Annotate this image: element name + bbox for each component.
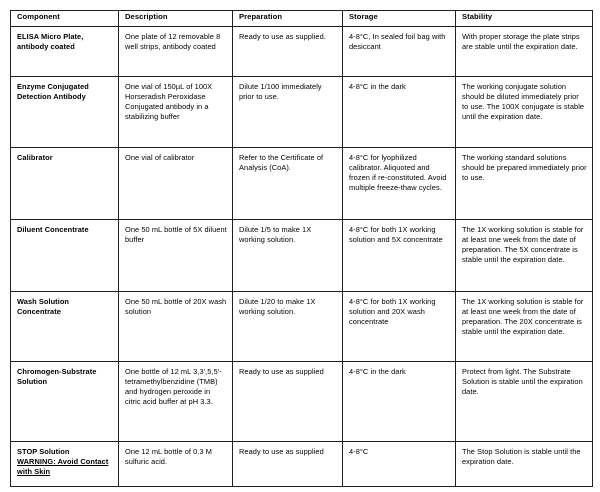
component-name: Wash Solution Concentrate	[17, 297, 70, 316]
cell-component: ELISA Micro Plate, antibody coated	[10, 26, 119, 77]
table-row: Enzyme Conjugated Detection Antibody One…	[10, 76, 593, 148]
component-name: STOP Solution	[17, 447, 70, 456]
cell-storage: 4-8°C in the dark	[342, 76, 456, 148]
cell-component: Diluent Concentrate	[10, 219, 119, 292]
cell-stability: The working conjugate solution should be…	[455, 76, 593, 148]
cell-description: One plate of 12 removable 8 well strips,…	[118, 26, 233, 77]
cell-component: Chromogen-Substrate Solution	[10, 361, 119, 442]
cell-stability: The 1X working solution is stable for at…	[455, 291, 593, 362]
cell-storage: 4-8°C, In sealed foil bag with desiccant	[342, 26, 456, 77]
column-header-preparation: Preparation	[232, 10, 343, 27]
cell-description: One bottle of 12 mL 3,3',5,5'-tetramethy…	[118, 361, 233, 442]
column-header-storage: Storage	[342, 10, 456, 27]
cell-stability: Protect from light. The Substrate Soluti…	[455, 361, 593, 442]
cell-storage: 4-8°C for both 1X working solution and 2…	[342, 291, 456, 362]
cell-stability: The working standard solutions should be…	[455, 147, 593, 220]
table-row: Wash Solution Concentrate One 50 mL bott…	[10, 291, 593, 362]
table-header: Component Description Preparation Storag…	[10, 10, 593, 27]
cell-storage: 4-8°C for lyophilized calibrator. Aliquo…	[342, 147, 456, 220]
cell-component: Wash Solution Concentrate	[10, 291, 119, 362]
column-header-stability: Stability	[455, 10, 593, 27]
table-row: STOP Solution WARNING: Avoid Contact wit…	[10, 441, 593, 487]
cell-preparation: Dilute 1/20 to make 1X working solution.	[232, 291, 343, 362]
cell-storage: 4-8°C in the dark	[342, 361, 456, 442]
component-name: Enzyme Conjugated Detection Antibody	[17, 82, 89, 101]
table-row: Calibrator One vial of calibrator Refer …	[10, 147, 593, 220]
cell-preparation: Dilute 1/100 immediately prior to use.	[232, 76, 343, 148]
column-header-description: Description	[118, 10, 233, 27]
cell-preparation: Ready to use as supplied.	[232, 26, 343, 77]
cell-description: One 50 mL bottle of 20X wash solution	[118, 291, 233, 362]
component-warning: WARNING: Avoid Contact with Skin	[17, 456, 109, 476]
table-body: ELISA Micro Plate, antibody coated One p…	[10, 26, 593, 487]
cell-storage: 4-8°C	[342, 441, 456, 487]
cell-component: Enzyme Conjugated Detection Antibody	[10, 76, 119, 148]
cell-preparation: Dilute 1/5 to make 1X working solution.	[232, 219, 343, 292]
cell-preparation: Ready to use as supplied	[232, 361, 343, 442]
component-name: ELISA Micro Plate, antibody coated	[17, 32, 84, 51]
cell-storage: 4-8°C for both 1X working solution and 5…	[342, 219, 456, 292]
kit-components-table-wrapper: Component Description Preparation Storag…	[10, 10, 593, 487]
cell-component: STOP Solution WARNING: Avoid Contact wit…	[10, 441, 119, 487]
column-header-component: Component	[10, 10, 119, 27]
cell-description: One 50 mL bottle of 5X diluent buffer	[118, 219, 233, 292]
cell-stability: The Stop Solution is stable until the ex…	[455, 441, 593, 487]
cell-description: One vial of calibrator	[118, 147, 233, 220]
component-name: Diluent Concentrate	[17, 225, 89, 234]
table-row: Chromogen-Substrate Solution One bottle …	[10, 361, 593, 442]
cell-preparation: Ready to use as supplied	[232, 441, 343, 487]
component-name: Chromogen-Substrate Solution	[17, 367, 97, 386]
cell-description: One vial of 150µL of 100X Horseradish Pe…	[118, 76, 233, 148]
table-row: Diluent Concentrate One 50 mL bottle of …	[10, 219, 593, 292]
cell-preparation: Refer to the Certificate of Analysis (Co…	[232, 147, 343, 220]
kit-components-table: Component Description Preparation Storag…	[10, 10, 593, 487]
cell-stability: With proper storage the plate strips are…	[455, 26, 593, 77]
table-row: ELISA Micro Plate, antibody coated One p…	[10, 26, 593, 77]
cell-description: One 12 mL bottle of 0.3 M sulfuric acid.	[118, 441, 233, 487]
cell-component: Calibrator	[10, 147, 119, 220]
cell-stability: The 1X working solution is stable for at…	[455, 219, 593, 292]
table-header-row: Component Description Preparation Storag…	[10, 10, 593, 27]
component-name: Calibrator	[17, 153, 53, 162]
